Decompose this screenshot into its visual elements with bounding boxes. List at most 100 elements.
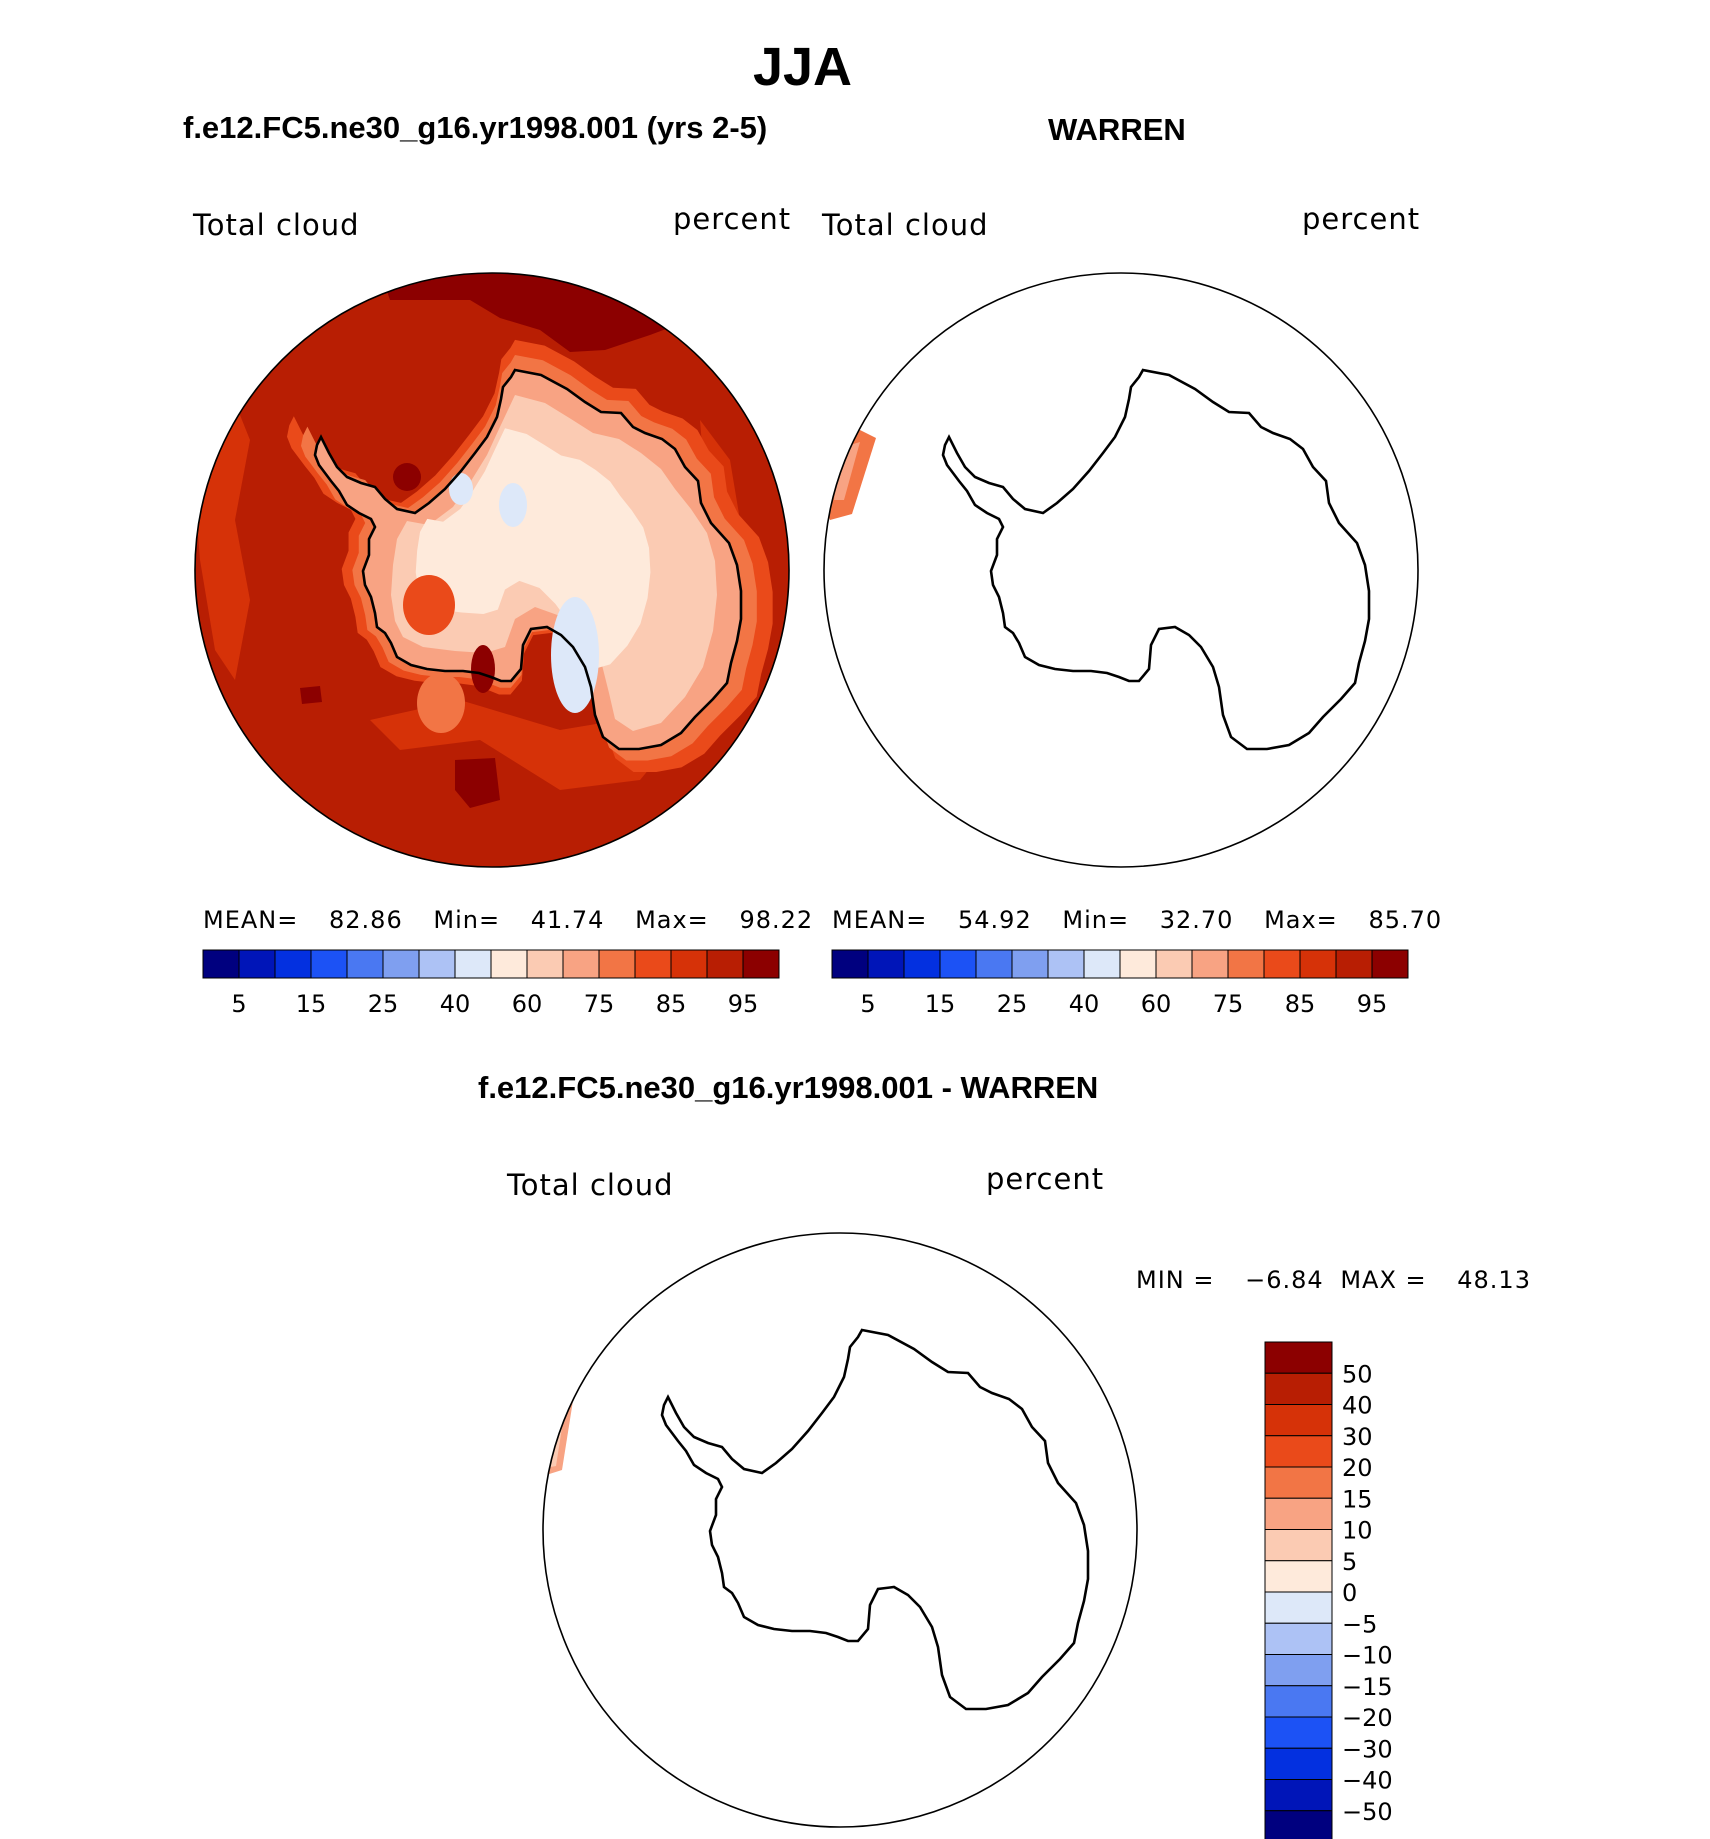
colorbar-swatch [1371,949,1409,979]
units-label-diff: percent [986,1162,1105,1196]
colorbar-swatch [1264,1654,1333,1687]
colorbar-tick-label: 5 [860,990,875,1018]
mean-value: 82.86 [329,906,403,934]
colorbar-swatch [1264,1497,1333,1530]
colorbar-swatch [202,949,240,979]
colorbar-swatch [454,949,492,979]
map-diff [542,1232,1138,1828]
min-label: MIN = [1136,1266,1215,1294]
colorbar-tick-label: −20 [1342,1704,1393,1732]
map-boundary [542,1232,1138,1828]
case-title-model: f.e12.FC5.ne30_g16.yr1998.001 (yrs 2-5) [183,110,768,145]
colorbar-tick-label: 30 [1342,1423,1373,1451]
colorbar-swatch [1011,949,1049,979]
colorbar-swatch [1047,949,1085,979]
colorbar-tick-label: 5 [1342,1548,1357,1576]
colorbar-tick-label: 15 [1342,1485,1373,1513]
map-model [194,272,790,868]
min-label: Min= [433,906,501,934]
colorbar-swatch [346,949,384,979]
colorbar-swatch [939,949,977,979]
colorbar-tick-label: 60 [1141,990,1172,1018]
colorbar-swatch [1264,1622,1333,1655]
min-value: 32.70 [1159,906,1234,934]
colorbar-swatch [975,949,1013,979]
colorbar-swatch [526,949,564,979]
map-boundary [194,272,790,868]
colorbar-tick-label: 60 [512,990,543,1018]
colorbar-tick-label: −50 [1342,1798,1393,1826]
colorbar-swatch [903,949,941,979]
colorbar-swatch [274,949,312,979]
colorbar-swatch [706,949,744,979]
stats-obs: MEAN= 54.92 Min= 32.70 Max= 85.70 [832,906,1442,934]
colorbar-swatch [867,949,905,979]
colorbar-tick-label: 40 [440,990,471,1018]
colorbar-swatch [1191,949,1229,979]
colorbar-swatch [1264,1341,1333,1374]
units-label-model: percent [673,202,792,236]
max-label: MAX = [1340,1266,1427,1294]
colorbar-swatch [1263,949,1301,979]
stats-diff: MIN = −6.84 MAX = 48.13 [1136,1266,1531,1294]
colorbar-obs: 5 15 25 40 60 75 85 95 [831,949,1409,1018]
colorbar-tick-label: 15 [925,990,956,1018]
colorbar-swatch [1155,949,1193,979]
colorbar-swatch [1264,1435,1333,1468]
colorbar-tick-label: −10 [1342,1642,1393,1670]
colorbar-swatch [670,949,708,979]
units-label-obs: percent [1302,202,1421,236]
colorbar-tick-label: 10 [1342,1517,1373,1545]
colorbar-swatch [1264,1591,1333,1624]
min-value: 41.74 [530,906,605,934]
min-label: Min= [1062,906,1130,934]
colorbar-swatch [634,949,672,979]
colorbar-tick-label: −5 [1342,1610,1377,1638]
max-value: 85.70 [1368,906,1443,934]
colorbar-swatch [490,949,528,979]
colorbar-swatch [310,949,348,979]
colorbar-swatch [382,949,420,979]
colorbar-swatch [1264,1747,1333,1780]
colorbar-tick-label: 20 [1342,1454,1373,1482]
case-title-obs: WARREN [1048,112,1186,147]
variable-label-obs: Total cloud [822,208,989,242]
colorbar-swatch [1083,949,1121,979]
colorbar-tick-label: 40 [1342,1392,1373,1420]
colorbar-swatch [1264,1372,1333,1405]
colorbar-swatch [1299,949,1337,979]
colorbar-swatch [1264,1716,1333,1749]
colorbar-tick-label: −30 [1342,1735,1393,1763]
colorbar-tick-label: 25 [997,990,1028,1018]
colorbar-swatch [1264,1560,1333,1593]
mean-label: MEAN= [832,906,928,934]
variable-label-model: Total cloud [193,208,360,242]
max-label: Max= [635,906,709,934]
colorbar-swatch [1264,1685,1333,1718]
colorbar-tick-label: 50 [1342,1360,1373,1388]
variable-label-diff: Total cloud [507,1168,674,1202]
colorbar-tick-label: 85 [656,990,687,1018]
colorbar-swatch [1264,1779,1333,1812]
main-title: JJA [752,37,853,97]
colorbar-tick-label: 5 [231,990,246,1018]
min-value: −6.84 [1245,1266,1324,1294]
colorbar-tick-label: 25 [368,990,399,1018]
colorbar-swatch [418,949,456,979]
case-title-diff: f.e12.FC5.ne30_g16.yr1998.001 - WARREN [478,1070,1099,1105]
colorbar-swatch [562,949,600,979]
colorbar-swatch [598,949,636,979]
colorbar-tick-label: 95 [1357,990,1388,1018]
colorbar-swatch [1119,949,1157,979]
max-label: Max= [1264,906,1338,934]
colorbar-swatch [1335,949,1373,979]
colorbar-swatch [238,949,276,979]
colorbar-tick-label: 95 [728,990,759,1018]
stats-model: MEAN= 82.86 Min= 41.74 Max= 98.22 [203,906,813,934]
colorbar-tick-label: −15 [1342,1673,1393,1701]
map-obs [823,272,1419,868]
mean-value: 54.92 [958,906,1032,934]
colorbar-tick-label: 15 [296,990,327,1018]
colorbar-tick-label: 75 [584,990,615,1018]
